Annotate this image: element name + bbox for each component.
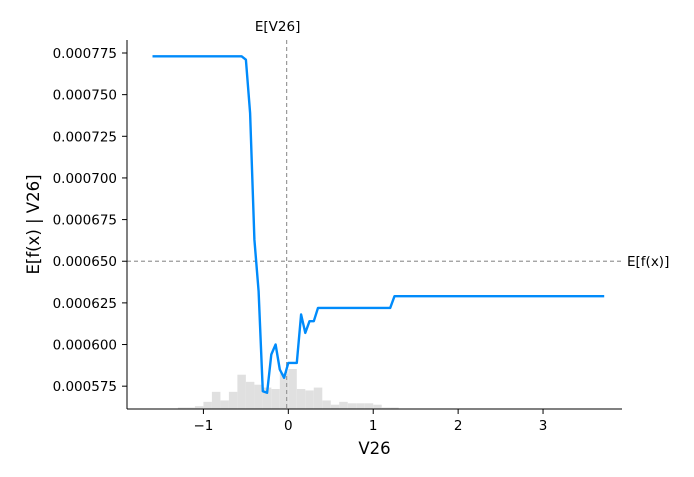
y-tick-label: 0.000575	[53, 379, 117, 395]
x-tick-label: 0	[284, 418, 293, 434]
histogram-bar	[177, 407, 187, 409]
histogram-bar	[279, 373, 289, 409]
histogram-bar	[322, 400, 331, 409]
histogram-bar	[356, 403, 365, 409]
histogram-bar	[186, 407, 195, 409]
y-tick-label: 0.000775	[53, 46, 117, 62]
x-tick-label: −1	[193, 418, 213, 434]
histogram-bar	[364, 403, 374, 409]
y-tick-label: 0.000675	[53, 213, 117, 229]
histogram-bar	[220, 400, 229, 409]
histogram-bar	[381, 407, 391, 409]
y-axis-ticks: 0.000575 0.000600 0.000625 0.000650 0.000675…	[53, 46, 127, 395]
y-tick-label: 0.000725	[53, 129, 117, 145]
y-axis-title: E[f(x) | V26]	[24, 174, 43, 274]
histogram-bar	[194, 406, 204, 409]
histogram-bar	[330, 404, 340, 409]
histogram-bar	[339, 401, 348, 409]
x-tick-label: 2	[454, 418, 463, 434]
histogram-bar	[203, 401, 212, 409]
histogram-bar	[262, 387, 272, 409]
histogram-bar	[296, 389, 306, 409]
x-tick-label: 3	[539, 418, 548, 434]
y-tick-label: 0.000625	[53, 296, 117, 312]
partial-dependence-line	[152, 55, 605, 394]
x-axis-ticks: −1 0 1 2 3	[193, 409, 547, 434]
histogram-bar	[288, 369, 297, 409]
histogram-bar	[245, 381, 255, 409]
y-tick-label: 0.000650	[53, 254, 117, 270]
expected-output-label: E[f(x)]	[627, 254, 669, 270]
y-tick-label: 0.000600	[53, 338, 117, 354]
feature-histogram	[177, 369, 399, 409]
histogram-bar	[347, 403, 357, 409]
expected-feature-label: E[V26]	[255, 19, 300, 35]
x-tick-label: 1	[369, 418, 378, 434]
histogram-bar	[254, 384, 263, 409]
histogram-bar	[305, 390, 314, 409]
y-tick-label: 0.000750	[53, 88, 117, 104]
histogram-bar	[228, 391, 238, 409]
histogram-bar	[237, 374, 246, 409]
histogram-bar	[390, 407, 399, 409]
histogram-bar	[211, 391, 221, 409]
x-axis-title: V26	[358, 439, 390, 458]
y-tick-label: 0.000700	[53, 171, 117, 187]
histogram-bar	[271, 389, 280, 409]
histogram-bar	[373, 404, 382, 409]
histogram-bar	[313, 387, 323, 409]
